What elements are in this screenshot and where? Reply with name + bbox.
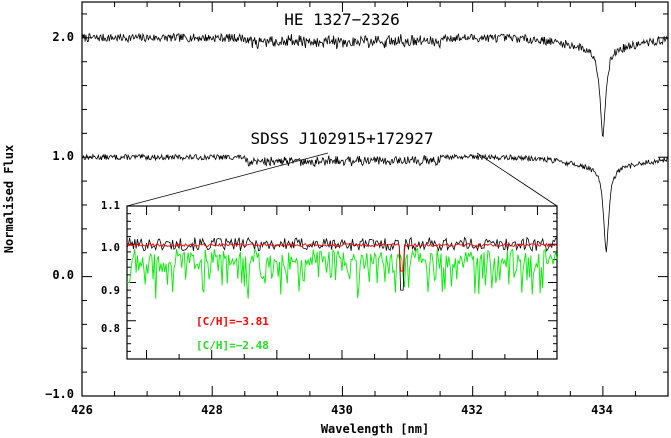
y-tick-label: −1.0 <box>45 387 74 401</box>
series-line-sdss <box>81 153 668 253</box>
x-tick-label: 434 <box>591 403 613 417</box>
inset-series-green <box>127 247 558 299</box>
main-axis-ticks <box>81 2 669 397</box>
zoom-connector-right <box>476 152 558 207</box>
annotation-c-h-green: [C/H]=−2.48 <box>196 339 269 352</box>
x-tick-label: 428 <box>201 403 223 417</box>
series-label-he1327: HE 1327−2326 <box>284 10 400 29</box>
inset-series-red <box>126 242 558 272</box>
inset-y-tick-label: 1.0 <box>101 242 120 254</box>
inset-y-tick-label: 1.1 <box>101 200 120 212</box>
x-tick-label: 432 <box>461 403 483 417</box>
inset-series-black <box>126 236 558 291</box>
inset-axis-ticks <box>127 205 557 360</box>
y-tick-label: 0.0 <box>52 268 74 282</box>
x-tick-label: 430 <box>331 403 353 417</box>
x-tick-label: 426 <box>71 403 93 417</box>
y-tick-label: 2.0 <box>52 30 74 44</box>
zoom-connector-left <box>126 152 329 207</box>
series-label-sdss: SDSS J102915+172927 <box>250 129 433 148</box>
inset-y-tick-label: 0.9 <box>101 285 120 297</box>
series-line-he1327 <box>81 32 668 138</box>
inset-y-tick-label: 0.8 <box>101 323 120 335</box>
y-tick-label: 1.0 <box>52 149 74 163</box>
x-axis-label: Wavelength [nm] <box>321 422 429 436</box>
annotation-c-h-red: [C/H]=−3.81 <box>196 315 269 328</box>
y-axis-label: Normalised Flux <box>2 145 16 253</box>
